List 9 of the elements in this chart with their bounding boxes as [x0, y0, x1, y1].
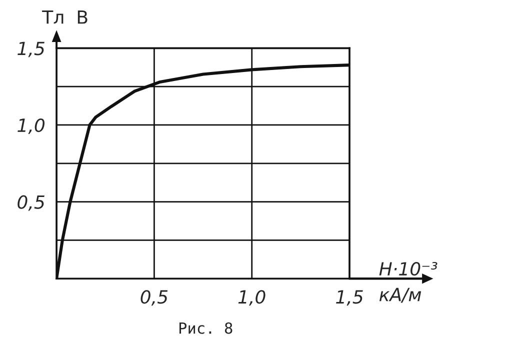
x-tick-label: 1,0	[238, 290, 266, 306]
x-tick-label: 0,5	[140, 290, 168, 306]
x-axis-title: H·10⁻³ кА/м	[379, 262, 438, 303]
y-tick-label: 1,0	[18, 118, 45, 134]
y-axis-title: Тл B	[42, 10, 88, 24]
text: Рис. 8	[179, 322, 232, 334]
y-tick-label: 0,5	[18, 195, 44, 211]
y-tick-label: 1,5	[18, 42, 44, 58]
x-tick-label: 1,5	[336, 290, 363, 306]
